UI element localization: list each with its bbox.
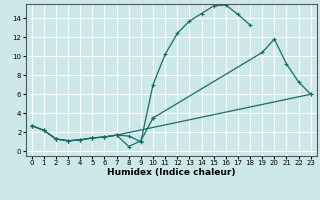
X-axis label: Humidex (Indice chaleur): Humidex (Indice chaleur) [107,168,236,177]
